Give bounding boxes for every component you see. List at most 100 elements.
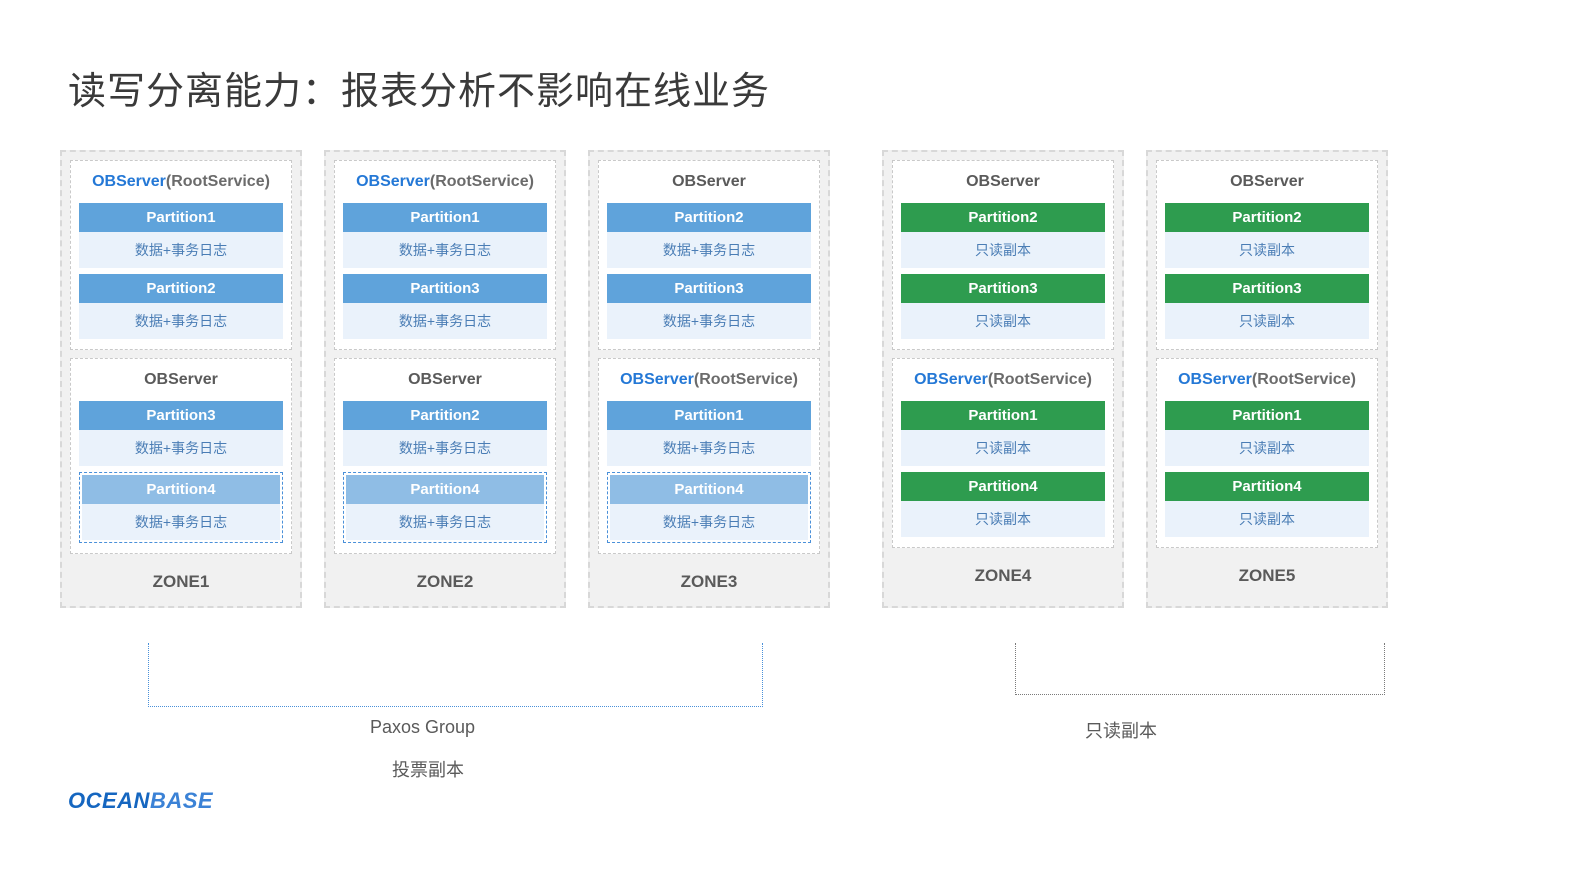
observer-box: OBServerPartition3数据+事务日志Partition4数据+事务…: [70, 358, 292, 554]
observer-title: OBServer: [1165, 169, 1369, 197]
partition-block: Partition4只读副本: [901, 472, 1105, 537]
observer-box: OBServer(RootService)Partition1数据+事务日志Pa…: [598, 358, 820, 554]
page-title: 读写分离能力：报表分析不影响在线业务: [68, 60, 770, 115]
observer-title: OBServer: [79, 367, 283, 395]
partition-desc: 数据+事务日志: [343, 232, 547, 268]
observer-title: OBServer: [607, 169, 811, 197]
partition-desc: 数据+事务日志: [607, 232, 811, 268]
zone-label: ZONE1: [70, 562, 292, 592]
partition-block: Partition2只读副本: [1165, 203, 1369, 268]
partition-block: Partition3只读副本: [901, 274, 1105, 339]
partition-block: Partition4数据+事务日志: [343, 472, 547, 543]
partition-block: Partition3数据+事务日志: [343, 274, 547, 339]
partition-name: Partition4: [82, 475, 280, 504]
observer-title: OBServer(RootService): [901, 367, 1105, 395]
partition-desc: 只读副本: [901, 303, 1105, 339]
partition-name: Partition3: [901, 274, 1105, 303]
partition-block: Partition1只读副本: [1165, 401, 1369, 466]
readonly-bracket: [1015, 643, 1385, 695]
observer-box: OBServerPartition2数据+事务日志Partition3数据+事务…: [598, 160, 820, 350]
partition-name: Partition1: [79, 203, 283, 232]
paxos-group-label: Paxos Group: [370, 717, 475, 738]
partition-name: Partition2: [1165, 203, 1369, 232]
partition-desc: 数据+事务日志: [79, 430, 283, 466]
observer-box: OBServer(RootService)Partition1数据+事务日志Pa…: [334, 160, 556, 350]
partition-desc: 数据+事务日志: [343, 303, 547, 339]
observer-box: OBServerPartition2只读副本Partition3只读副本: [1156, 160, 1378, 350]
paxos-bracket: [148, 643, 763, 707]
observer-title: OBServer(RootService): [343, 169, 547, 197]
zone-zone4: OBServerPartition2只读副本Partition3只读副本OBSe…: [882, 150, 1124, 608]
partition-block: Partition1数据+事务日志: [607, 401, 811, 466]
partition-block: Partition3数据+事务日志: [607, 274, 811, 339]
partition-desc: 数据+事务日志: [610, 504, 808, 540]
partition-name: Partition3: [79, 401, 283, 430]
zone-zone1: OBServer(RootService)Partition1数据+事务日志Pa…: [60, 150, 302, 608]
partition-desc: 数据+事务日志: [79, 232, 283, 268]
zone-label: ZONE3: [598, 562, 820, 592]
logo-part2: BASE: [150, 788, 213, 813]
observer-title: OBServer(RootService): [1165, 367, 1369, 395]
vote-replica-label: 投票副本: [392, 756, 464, 782]
observer-title: OBServer: [343, 367, 547, 395]
zone-label: ZONE4: [892, 556, 1114, 586]
partition-block: Partition2数据+事务日志: [607, 203, 811, 268]
zone-zone3: OBServerPartition2数据+事务日志Partition3数据+事务…: [588, 150, 830, 608]
zone-zone5: OBServerPartition2只读副本Partition3只读副本OBSe…: [1146, 150, 1388, 608]
partition-block: Partition2只读副本: [901, 203, 1105, 268]
partition-block: Partition3数据+事务日志: [79, 401, 283, 466]
partition-name: Partition4: [1165, 472, 1369, 501]
partition-desc: 只读副本: [1165, 232, 1369, 268]
zone-label: ZONE2: [334, 562, 556, 592]
partition-name: Partition2: [901, 203, 1105, 232]
partition-block: Partition2数据+事务日志: [343, 401, 547, 466]
partition-name: Partition4: [610, 475, 808, 504]
partition-desc: 数据+事务日志: [607, 430, 811, 466]
zones-row: OBServer(RootService)Partition1数据+事务日志Pa…: [60, 150, 1388, 608]
partition-name: Partition4: [901, 472, 1105, 501]
partition-desc: 只读副本: [1165, 501, 1369, 537]
partition-desc: 只读副本: [901, 501, 1105, 537]
partition-block: Partition2数据+事务日志: [79, 274, 283, 339]
logo-part1: OCEAN: [68, 788, 150, 813]
zone-label: ZONE5: [1156, 556, 1378, 586]
partition-desc: 数据+事务日志: [343, 430, 547, 466]
partition-block: Partition4数据+事务日志: [607, 472, 811, 543]
partition-desc: 数据+事务日志: [346, 504, 544, 540]
observer-box: OBServerPartition2数据+事务日志Partition4数据+事务…: [334, 358, 556, 554]
observer-box: OBServer(RootService)Partition1数据+事务日志Pa…: [70, 160, 292, 350]
observer-box: OBServer(RootService)Partition1只读副本Parti…: [892, 358, 1114, 548]
partition-name: Partition3: [607, 274, 811, 303]
partition-name: Partition1: [343, 203, 547, 232]
observer-title: OBServer(RootService): [607, 367, 811, 395]
partition-name: Partition1: [1165, 401, 1369, 430]
partition-name: Partition3: [343, 274, 547, 303]
partition-name: Partition4: [346, 475, 544, 504]
partition-desc: 只读副本: [901, 430, 1105, 466]
oceanbase-logo: OCEANBASE: [68, 788, 213, 814]
partition-desc: 只读副本: [901, 232, 1105, 268]
partition-block: Partition4只读副本: [1165, 472, 1369, 537]
partition-block: Partition1数据+事务日志: [343, 203, 547, 268]
partition-desc: 只读副本: [1165, 430, 1369, 466]
partition-name: Partition1: [607, 401, 811, 430]
partition-desc: 数据+事务日志: [82, 504, 280, 540]
partition-name: Partition2: [79, 274, 283, 303]
observer-box: OBServer(RootService)Partition1只读副本Parti…: [1156, 358, 1378, 548]
partition-desc: 数据+事务日志: [607, 303, 811, 339]
partition-name: Partition3: [1165, 274, 1369, 303]
observer-title: OBServer(RootService): [79, 169, 283, 197]
partition-name: Partition2: [607, 203, 811, 232]
observer-box: OBServerPartition2只读副本Partition3只读副本: [892, 160, 1114, 350]
readonly-replica-label: 只读副本: [1085, 717, 1157, 743]
partition-name: Partition1: [901, 401, 1105, 430]
observer-title: OBServer: [901, 169, 1105, 197]
partition-name: Partition2: [343, 401, 547, 430]
partition-block: Partition1数据+事务日志: [79, 203, 283, 268]
partition-desc: 数据+事务日志: [79, 303, 283, 339]
partition-block: Partition1只读副本: [901, 401, 1105, 466]
partition-block: Partition4数据+事务日志: [79, 472, 283, 543]
partition-desc: 只读副本: [1165, 303, 1369, 339]
partition-block: Partition3只读副本: [1165, 274, 1369, 339]
zone-zone2: OBServer(RootService)Partition1数据+事务日志Pa…: [324, 150, 566, 608]
